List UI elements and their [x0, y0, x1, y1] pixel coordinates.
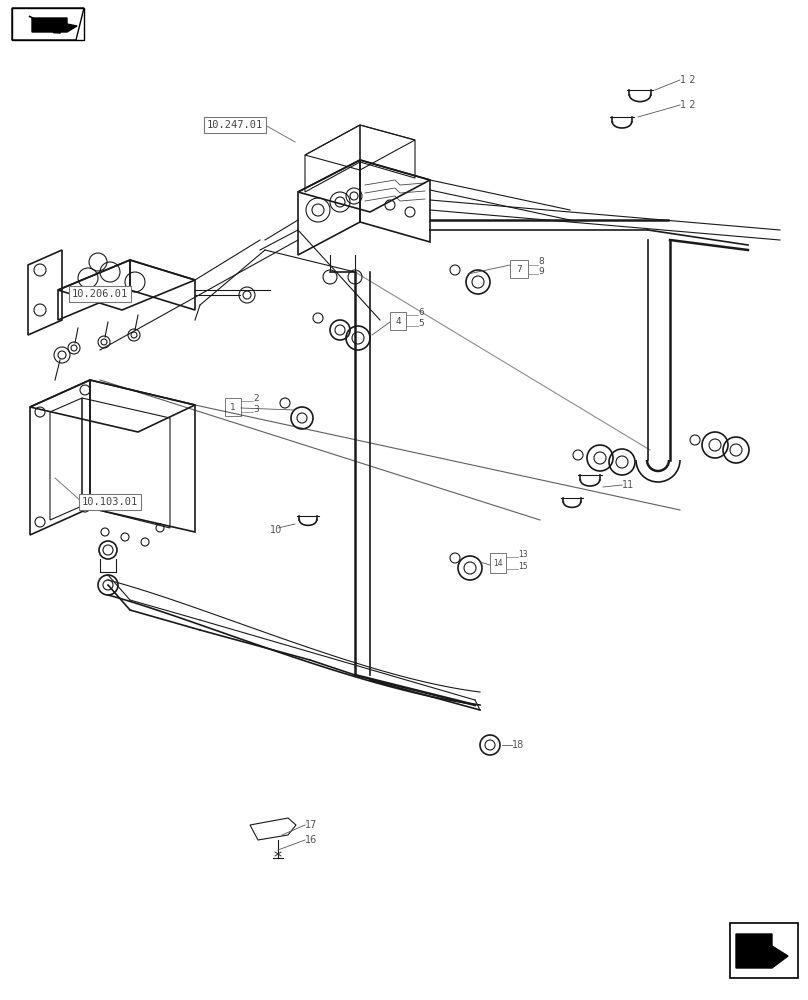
Text: 11: 11	[622, 480, 634, 490]
Text: 15: 15	[518, 562, 528, 571]
Text: 10: 10	[270, 525, 282, 535]
Text: 1 2: 1 2	[680, 100, 696, 110]
Text: 10.247.01: 10.247.01	[207, 120, 263, 130]
Text: 6: 6	[418, 308, 423, 317]
Text: 5: 5	[418, 319, 423, 328]
Text: 18: 18	[512, 740, 524, 750]
Bar	[730, 923, 798, 978]
Text: 16: 16	[305, 835, 318, 845]
Text: 2: 2	[253, 394, 259, 403]
Text: 4: 4	[395, 316, 401, 326]
Bar	[225, 398, 241, 416]
Bar	[490, 553, 506, 573]
Text: 10.103.01: 10.103.01	[82, 497, 138, 507]
Text: 14: 14	[493, 558, 503, 568]
Text: 1: 1	[230, 402, 236, 412]
Bar	[390, 312, 406, 330]
Text: 10.206.01: 10.206.01	[72, 289, 128, 299]
Bar	[510, 260, 528, 278]
Text: 7: 7	[516, 264, 522, 273]
Text: 8: 8	[538, 257, 544, 266]
FancyBboxPatch shape	[12, 8, 84, 40]
Polygon shape	[736, 934, 788, 968]
Text: 3: 3	[253, 405, 259, 414]
Text: 17: 17	[305, 820, 318, 830]
Text: 1 2: 1 2	[680, 75, 696, 85]
Text: 9: 9	[538, 267, 544, 276]
Text: 13: 13	[518, 550, 528, 559]
Polygon shape	[32, 18, 77, 32]
